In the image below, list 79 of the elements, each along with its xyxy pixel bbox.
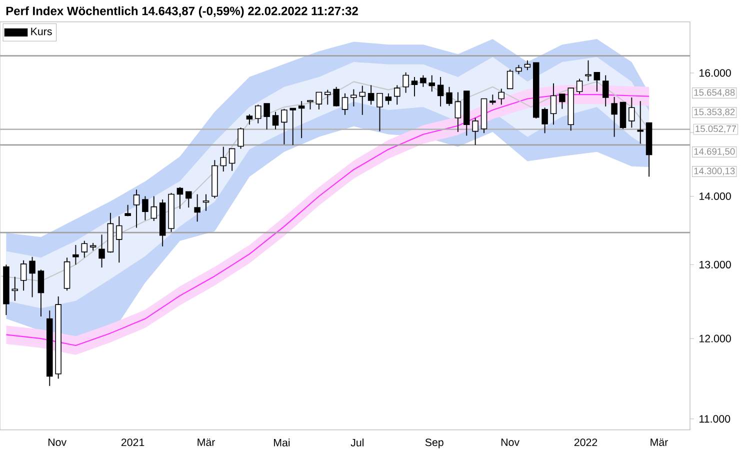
candlestick	[176, 186, 184, 210]
candlestick	[576, 78, 583, 94]
candlestick	[350, 88, 357, 107]
candlestick	[420, 74, 426, 88]
candlestick	[81, 240, 88, 258]
x-tick-label: 2022	[574, 438, 598, 446]
candlestick	[202, 194, 210, 212]
candlestick	[359, 85, 366, 116]
y-tick-label: 16.000	[700, 69, 731, 77]
x-tick-label: Mai	[274, 438, 290, 446]
candlestick	[133, 189, 140, 228]
candlestick	[437, 76, 444, 107]
candlestick	[376, 92, 383, 132]
candlestick	[516, 64, 522, 75]
candlestick	[446, 86, 452, 106]
x-tick-label: Jul	[350, 438, 364, 446]
candlestick	[472, 117, 478, 146]
candlestick	[454, 92, 462, 132]
candlestick	[29, 256, 36, 298]
candlestick	[542, 107, 548, 134]
candlestick	[38, 269, 44, 317]
candlestick	[20, 260, 27, 292]
candlestick	[594, 72, 600, 92]
candlestick	[272, 111, 279, 130]
candlestick	[246, 114, 253, 126]
candlestick	[255, 104, 262, 124]
x-tick-label: Nov	[501, 438, 520, 446]
candlestick	[524, 60, 531, 71]
annotation: 15.052,77	[696, 125, 736, 134]
candlestick	[428, 74, 436, 92]
candlestick	[142, 196, 148, 221]
candlestick	[264, 103, 270, 130]
y-tick-label: 11.000	[700, 415, 730, 423]
candlestick	[290, 108, 296, 146]
candlestick	[281, 108, 288, 145]
text: 14.691,50	[694, 148, 735, 156]
candlestick	[116, 216, 122, 264]
candlestick	[342, 92, 348, 116]
x-tick-label: 2021	[121, 438, 144, 446]
candlestick	[12, 276, 18, 302]
legend-label: Kurs	[31, 28, 52, 36]
x-tick-label: Mär	[650, 438, 668, 446]
y-tick-label: 13.000	[700, 260, 731, 268]
x-tick-label: Nov	[48, 438, 67, 446]
candlestick	[72, 244, 79, 266]
candlestick	[637, 100, 644, 144]
candlestick	[402, 72, 409, 94]
candlestick	[490, 94, 496, 106]
candlestick	[602, 74, 609, 107]
candlestick	[324, 89, 331, 106]
candlestick	[394, 84, 400, 106]
x-tick-label: Mär	[198, 438, 216, 446]
candlestick	[186, 191, 192, 208]
candlestick	[368, 84, 374, 106]
candlestick	[238, 127, 244, 150]
candlestick	[559, 94, 566, 110]
text: 15.654,88	[694, 89, 735, 97]
candlestick	[333, 86, 340, 107]
y-tick-label: 12.000	[700, 334, 731, 342]
y-tick-label: 14.000	[700, 192, 731, 200]
candlestick	[98, 234, 105, 268]
candlestick	[316, 92, 322, 110]
candlestick	[228, 148, 236, 172]
candlestick	[628, 97, 635, 128]
text: 14.300,13	[694, 168, 735, 176]
candlestick	[194, 194, 200, 222]
candlestick	[498, 88, 504, 106]
chart-title: Perf Index Wöchentlich 14.643,87 (-0,59%) 22.02.2022 11:27:32	[6, 6, 358, 18]
text: 15.353,82	[694, 108, 735, 116]
candlestick	[220, 146, 227, 172]
candlestick	[585, 60, 592, 82]
candlestick	[385, 92, 392, 106]
candlestick	[550, 82, 557, 126]
candlestick	[298, 100, 305, 139]
x-tick-label: Sep	[425, 438, 444, 448]
candlestick	[506, 69, 514, 90]
candlestick	[411, 76, 418, 97]
candlestick	[150, 196, 158, 222]
candlestick	[611, 96, 618, 138]
